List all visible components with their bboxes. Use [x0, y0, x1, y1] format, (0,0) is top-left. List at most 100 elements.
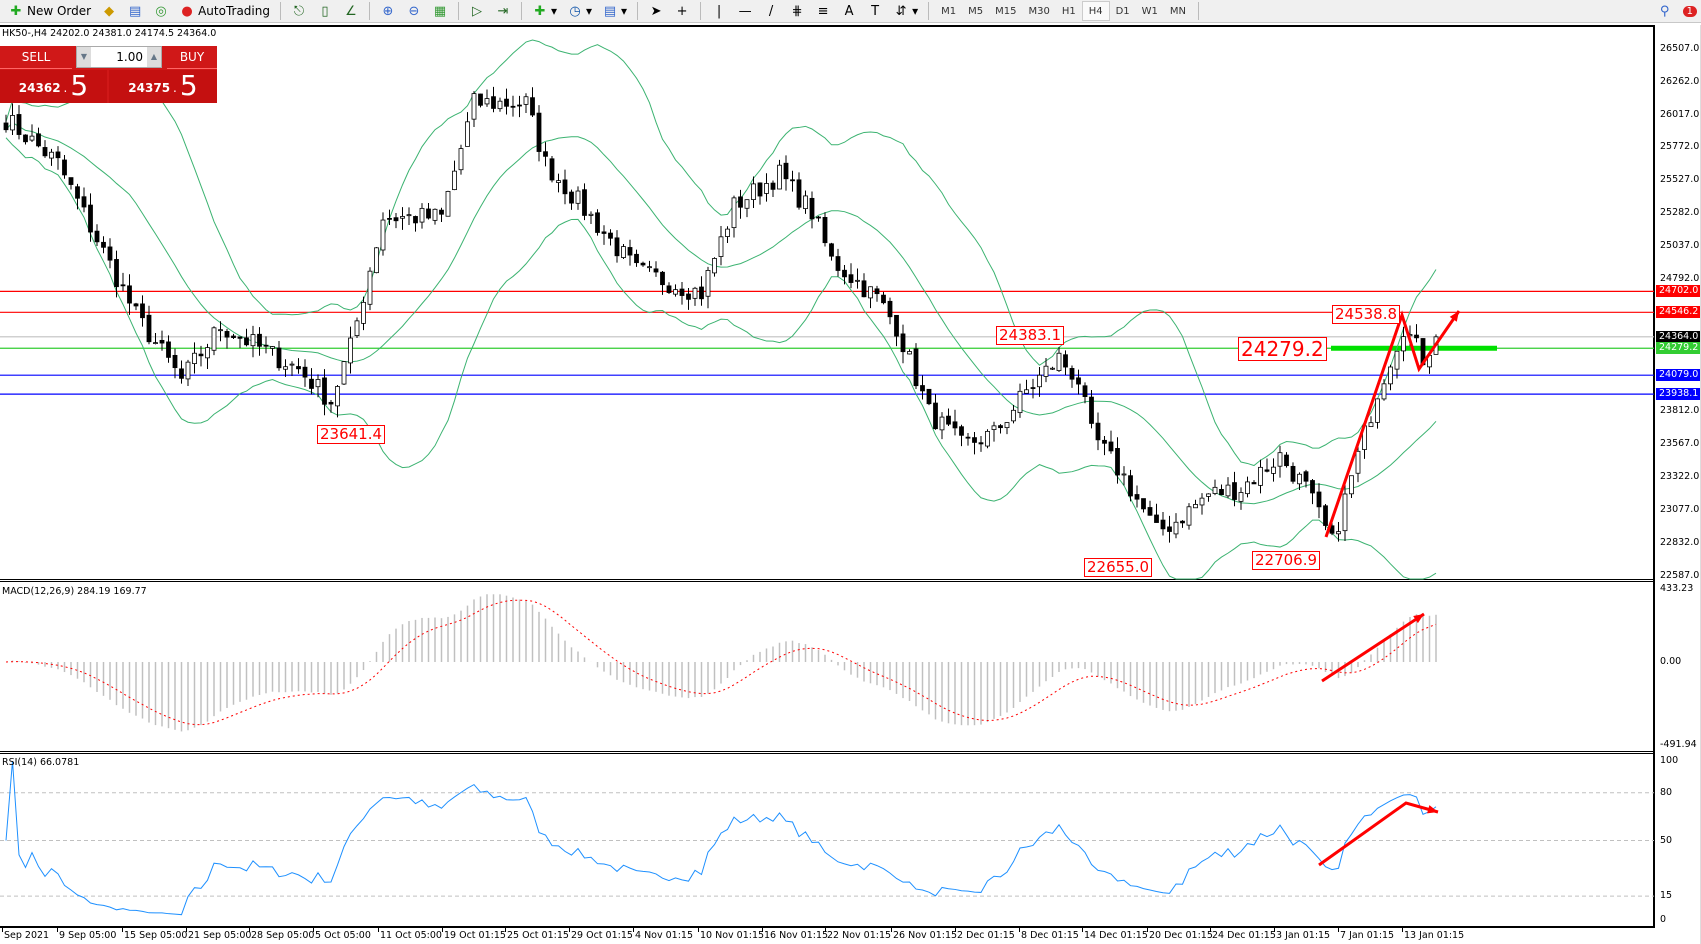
- horizontal-line-button[interactable]: —: [733, 1, 757, 21]
- line-chart-button[interactable]: ∠: [339, 1, 363, 21]
- buy-price-button[interactable]: 24375. 5: [109, 70, 217, 103]
- horizontal-line-icon: —: [738, 3, 752, 19]
- candle: [1154, 514, 1159, 523]
- candle: [1245, 481, 1250, 495]
- candle: [634, 253, 639, 264]
- indicators-button[interactable]: ✚ ▾: [528, 1, 561, 21]
- time-tick: [2, 928, 3, 932]
- time-axis-label: 10 Nov 01:15: [700, 930, 765, 941]
- candle: [926, 388, 932, 405]
- candle: [1342, 493, 1348, 532]
- timeframe-h4[interactable]: H4: [1081, 1, 1110, 21]
- vertical-line-button[interactable]: |: [707, 1, 731, 21]
- candle: [348, 337, 353, 364]
- add-indicator-icon: ✚: [534, 3, 546, 19]
- timeframe-w1[interactable]: W1: [1141, 5, 1158, 17]
- fibonacci-icon: ≡: [817, 3, 829, 19]
- timeframe-d1[interactable]: D1: [1115, 5, 1130, 17]
- time-tick: [891, 928, 892, 932]
- candle: [146, 314, 152, 343]
- volume-increase-button[interactable]: ▲: [147, 47, 161, 67]
- zoom-in-button[interactable]: ⊕: [376, 1, 400, 21]
- candle: [29, 135, 35, 141]
- timeframe-h1[interactable]: H1: [1061, 5, 1076, 17]
- channel-icon: ⋕: [791, 3, 803, 19]
- time-axis-label: 4 Nov 01:15: [635, 930, 694, 941]
- candle: [439, 209, 444, 215]
- bar-chart-button[interactable]: ⎋: [287, 1, 311, 21]
- candle: [328, 401, 334, 405]
- tile-windows-button[interactable]: ▦: [428, 1, 452, 21]
- text-label-button[interactable]: T: [863, 1, 887, 21]
- candle: [127, 285, 132, 304]
- candle: [751, 183, 756, 200]
- annotation-low-label[interactable]: 22655.0: [1084, 558, 1153, 577]
- candle: [10, 115, 15, 131]
- candlestick-button[interactable]: ▯: [313, 1, 337, 21]
- annotation-low-label[interactable]: 22706.9: [1252, 551, 1321, 570]
- trendline-icon: /: [768, 3, 774, 19]
- signals-button[interactable]: ◎: [149, 1, 173, 21]
- autoscroll-button[interactable]: ▷: [465, 1, 489, 21]
- annotation-low-label[interactable]: 23641.4: [317, 425, 386, 444]
- candle: [842, 269, 847, 278]
- fibonacci-button[interactable]: ≡: [811, 1, 835, 21]
- trendline-button[interactable]: /: [759, 1, 783, 21]
- navigator-button[interactable]: ▤: [123, 1, 147, 21]
- annotation-high-label[interactable]: 24538.8: [1332, 305, 1401, 324]
- timeframe-m15[interactable]: M15: [995, 5, 1017, 17]
- text-button[interactable]: A: [837, 1, 861, 21]
- time-tick: [505, 928, 506, 932]
- price-chart[interactable]: [0, 0, 1655, 944]
- candle: [998, 425, 1003, 429]
- candle: [549, 158, 555, 181]
- candle: [504, 98, 509, 107]
- templates-button[interactable]: ▤ ▾: [603, 3, 628, 19]
- candle: [1199, 497, 1205, 506]
- arrows-button[interactable]: ⇵ ▾: [889, 1, 922, 21]
- candle: [595, 212, 600, 233]
- volume-decrease-button[interactable]: ▼: [77, 47, 91, 67]
- new-order-button[interactable]: ✚ New Order: [4, 1, 95, 21]
- vertical-line-icon: |: [716, 3, 722, 19]
- annotation-level-label[interactable]: 24279.2: [1238, 337, 1327, 361]
- candle: [601, 231, 607, 234]
- price-tick-label: 23567.0: [1660, 438, 1700, 450]
- candle: [361, 301, 366, 324]
- annotation-high-label[interactable]: 24383.1: [996, 326, 1065, 345]
- time-axis-label: 5 Oct 05:00: [315, 930, 371, 941]
- sell-price-button[interactable]: 24362. 5: [0, 70, 107, 103]
- timeframe-m30[interactable]: M30: [1028, 5, 1050, 17]
- timeframe-mn[interactable]: MN: [1169, 5, 1187, 17]
- notifications-button[interactable]: 1: [1679, 1, 1701, 21]
- channel-button[interactable]: ⋕: [785, 1, 809, 21]
- autotrading-button[interactable]: ● AutoTrading: [175, 1, 274, 21]
- timeframe-m5[interactable]: M5: [968, 5, 984, 17]
- timeframe-m1[interactable]: M1: [941, 5, 957, 17]
- zoom-out-button[interactable]: ⊖: [402, 1, 426, 21]
- volume-field[interactable]: ▼ 1.00 ▲: [76, 46, 162, 68]
- candle: [1258, 466, 1263, 486]
- price-tick-label: 24792.0: [1660, 273, 1700, 285]
- chart-window[interactable]: [0, 25, 1655, 928]
- buy-button[interactable]: BUY: [167, 46, 217, 69]
- candle: [1063, 354, 1068, 368]
- candle: [445, 191, 451, 217]
- rsi-tick-label: 0: [1660, 914, 1667, 925]
- search-button[interactable]: ⚲: [1653, 1, 1677, 21]
- candle: [270, 346, 275, 349]
- price-tick-label: 25527.0: [1660, 174, 1700, 186]
- candle: [699, 286, 704, 300]
- chart-shift-button[interactable]: ⇥: [491, 1, 515, 21]
- time-axis-line: [0, 926, 1655, 928]
- candle: [881, 294, 886, 304]
- crosshair-button[interactable]: +: [670, 1, 694, 21]
- candle: [1043, 365, 1049, 377]
- cursor-button[interactable]: ➤: [644, 1, 668, 21]
- market-watch-button[interactable]: ◆: [97, 1, 121, 21]
- candle: [946, 415, 951, 425]
- time-axis-label: 20 Dec 01:15: [1149, 930, 1213, 941]
- sell-button[interactable]: SELL: [0, 46, 72, 69]
- periods-button[interactable]: ◷ ▾: [563, 1, 596, 21]
- candle: [302, 366, 308, 378]
